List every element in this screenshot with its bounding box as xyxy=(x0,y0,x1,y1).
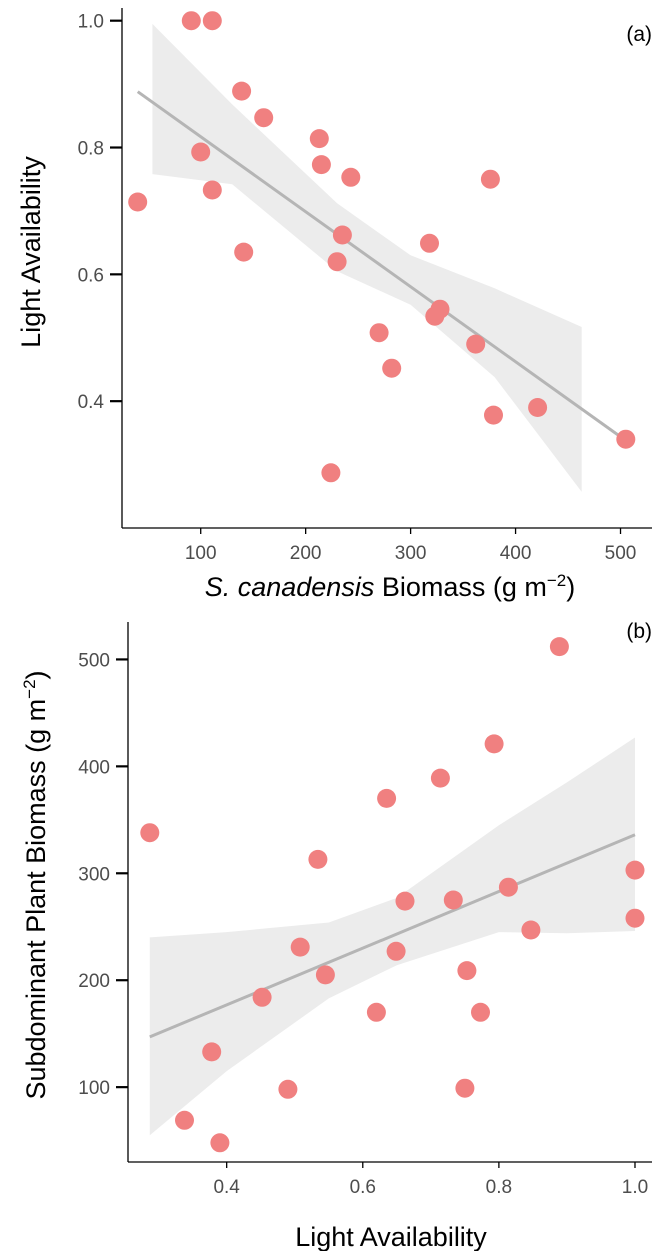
y-tick-label: 1.0 xyxy=(78,12,104,33)
data-point-3 xyxy=(202,1042,222,1062)
data-point-5 xyxy=(252,987,272,1007)
data-point-17 xyxy=(457,961,477,981)
x-axis-title: S. canadensis Biomass (g m−2) xyxy=(205,571,576,602)
data-point-14 xyxy=(430,768,450,788)
x-tick-label: 400 xyxy=(500,543,532,564)
data-point-19 xyxy=(430,299,450,319)
data-point-4 xyxy=(191,142,211,162)
data-point-1 xyxy=(140,823,160,843)
data-point-20 xyxy=(498,877,518,897)
panel-a: 100 200 300 400 500 0.4 0.6 0.8 1.0 (a) S. canaden… xyxy=(16,8,652,602)
panel-label: (a) xyxy=(626,23,652,46)
data-point-23 xyxy=(528,398,548,417)
data-point-2 xyxy=(181,11,201,31)
data-point-7 xyxy=(234,242,254,262)
data-point-22 xyxy=(549,637,569,657)
x-tick-label: 0.6 xyxy=(350,1177,376,1198)
y-tick-label: 0.6 xyxy=(78,265,104,286)
y-tick-label: 300 xyxy=(78,864,110,885)
data-point-15 xyxy=(443,890,463,910)
fit-line xyxy=(136,90,627,442)
data-point-24 xyxy=(625,908,645,928)
x-tick-label: 100 xyxy=(185,543,217,564)
data-point-16 xyxy=(455,1078,475,1098)
data-point-19 xyxy=(484,734,504,754)
x-tick-label: 0.8 xyxy=(486,1177,512,1198)
confidence-band xyxy=(152,23,582,492)
y-tick-label: 200 xyxy=(78,971,110,992)
x-tick-label: 0.4 xyxy=(213,1177,240,1198)
data-point-15 xyxy=(369,323,389,343)
data-point-10 xyxy=(366,1002,386,1022)
data-point-5 xyxy=(202,180,222,200)
data-point-21 xyxy=(480,169,500,189)
data-point-6 xyxy=(278,1079,298,1099)
panel-label: (b) xyxy=(626,620,652,643)
data-point-6 xyxy=(232,81,252,101)
data-point-9 xyxy=(315,965,335,985)
fit-line xyxy=(149,833,636,1039)
y-tick-label: 100 xyxy=(78,1078,110,1099)
data-point-1 xyxy=(128,192,148,212)
data-point-11 xyxy=(377,788,397,808)
data-point-4 xyxy=(210,1133,230,1153)
panel-b: 0.4 0.6 0.8 1.0 100 200 300 400 500 (b) Light Avai… xyxy=(20,620,652,1251)
data-point-12 xyxy=(332,225,352,245)
data-point-12 xyxy=(386,941,406,961)
data-point-8 xyxy=(308,849,328,869)
data-point-9 xyxy=(309,129,329,149)
y-tick-label: 500 xyxy=(78,650,110,671)
data-point-14 xyxy=(321,463,341,483)
x-tick-label: 200 xyxy=(290,543,322,564)
data-point-3 xyxy=(202,11,222,31)
data-point-10 xyxy=(311,155,331,175)
data-point-24 xyxy=(616,429,636,449)
x-tick-label: 500 xyxy=(605,543,637,564)
data-point-22 xyxy=(484,405,503,425)
data-point-23 xyxy=(625,860,645,880)
y-tick-label: 400 xyxy=(78,757,110,778)
data-point-18 xyxy=(471,1002,490,1022)
data-point-7 xyxy=(290,937,310,957)
data-point-21 xyxy=(521,920,541,940)
y-axis-title: Light Availability xyxy=(16,156,46,348)
data-point-13 xyxy=(327,252,347,272)
data-point-8 xyxy=(254,108,274,128)
data-point-17 xyxy=(420,233,439,253)
data-point-13 xyxy=(395,891,415,911)
y-tick-label: 0.8 xyxy=(78,139,104,160)
y-tick-label: 0.4 xyxy=(78,392,105,413)
x-axis-title: Light Availability xyxy=(295,1222,487,1251)
x-tick-label: 300 xyxy=(395,543,427,564)
data-point-2 xyxy=(175,1110,194,1130)
x-tick-label: 1.0 xyxy=(622,1177,648,1198)
data-point-16 xyxy=(382,358,402,378)
data-point-20 xyxy=(466,334,486,354)
y-axis-title: Subdominant Plant Biomass (g m−2) xyxy=(20,670,51,1099)
data-point-11 xyxy=(341,167,361,187)
